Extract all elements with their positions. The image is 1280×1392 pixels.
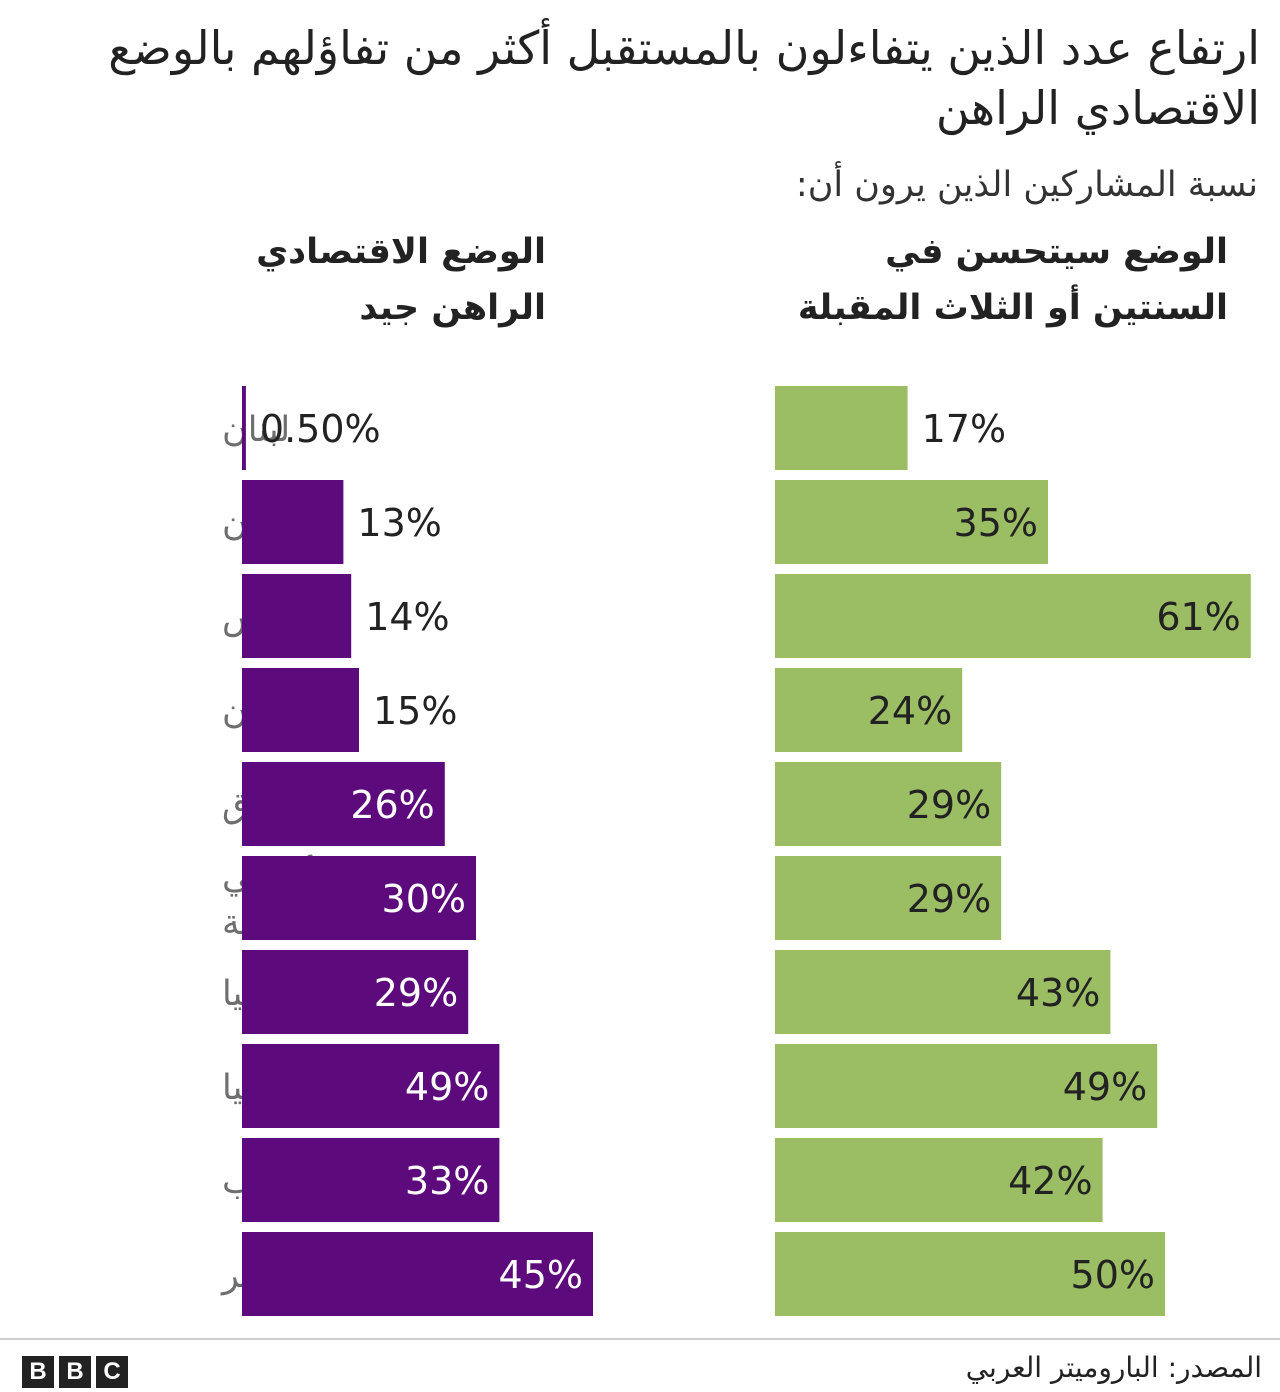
bar-future (775, 856, 1002, 940)
bbc-logo-letter: B (22, 1356, 54, 1388)
bar-current (242, 1138, 500, 1222)
data-label-current: 26% (350, 783, 434, 827)
data-label-current: 33% (405, 1159, 489, 1203)
bbc-logo-letter: C (96, 1356, 128, 1388)
data-label-current: 15% (373, 689, 457, 733)
data-label-future: 29% (907, 877, 991, 921)
bar-future (775, 480, 1048, 564)
data-label-future: 50% (1071, 1253, 1155, 1297)
data-label-current: 0.50% (260, 407, 381, 451)
data-label-future: 49% (1063, 1065, 1147, 1109)
panel-title-future: الوضع سيتحسن في السنتين أو الثلاث المقبل… (797, 232, 1228, 328)
data-label-future: 24% (868, 689, 952, 733)
data-label-future: 17% (922, 407, 1006, 451)
bar-current (242, 1044, 500, 1128)
bar-future (775, 574, 1251, 658)
bar-chart: لبنانالسودانتونسالأردنالعراقالأراضيالفلس… (220, 386, 1251, 1316)
bar-current (242, 950, 469, 1034)
bar-current (242, 762, 445, 846)
data-label-current: 49% (405, 1065, 489, 1109)
bar-current (242, 574, 352, 658)
data-label-future: 61% (1156, 595, 1240, 639)
bar-future (775, 950, 1111, 1034)
data-label-future: 35% (954, 501, 1038, 545)
chart-title: ارتفاع عدد الذين يتفاءلون بالمستقبل أكثر… (108, 21, 1260, 135)
footer-divider (0, 1338, 1280, 1340)
bar-current (242, 386, 246, 470)
bar-current (242, 856, 476, 940)
data-label-current: 14% (365, 595, 449, 639)
bar-future (775, 386, 908, 470)
bar-future (775, 668, 963, 752)
data-label-future: 43% (1016, 971, 1100, 1015)
data-label-current: 13% (357, 501, 441, 545)
panel-title-current: الوضع الاقتصادي الراهن جيد (256, 232, 546, 328)
bar-future (775, 762, 1002, 846)
bar-future (775, 1044, 1158, 1128)
source-note: المصدر: الباروميتر العربي (965, 1351, 1262, 1384)
bar-future (775, 1232, 1165, 1316)
data-label-current: 45% (499, 1253, 583, 1297)
data-label-future: 42% (1008, 1159, 1092, 1203)
data-label-future: 29% (907, 783, 991, 827)
bar-current (242, 1232, 593, 1316)
bbc-logo: B B C (22, 1356, 128, 1388)
bar-current (242, 668, 359, 752)
bbc-logo-letter: B (59, 1356, 91, 1388)
country-label: لبنان (222, 410, 290, 450)
chart-subtitle: نسبة المشاركين الذين يرون أن: (795, 165, 1258, 205)
data-label-current: 29% (374, 971, 458, 1015)
bar-current (242, 480, 344, 564)
data-label-current: 30% (382, 877, 466, 921)
bar-future (775, 1138, 1103, 1222)
